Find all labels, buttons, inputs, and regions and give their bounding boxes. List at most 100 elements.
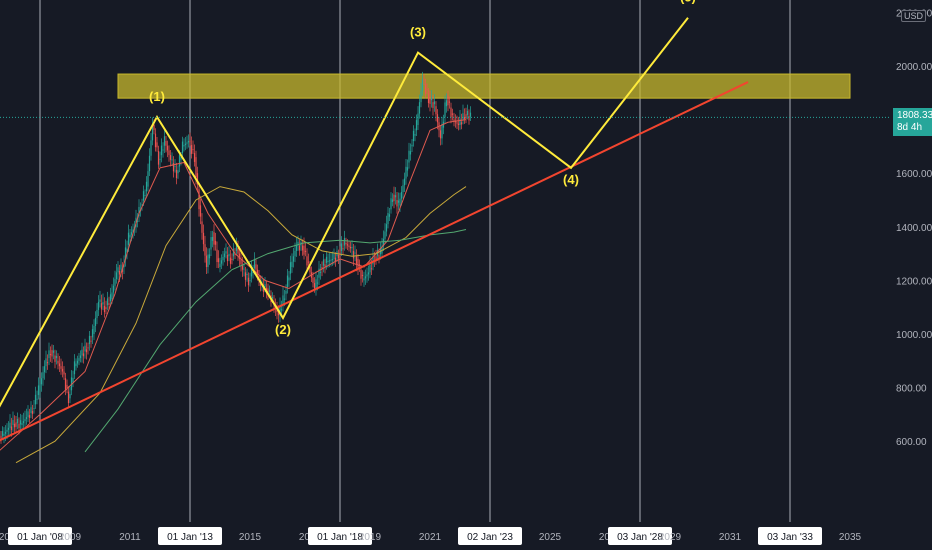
candle-body xyxy=(457,123,460,125)
candle-body xyxy=(427,93,430,103)
candle-body xyxy=(447,95,449,106)
candle-body xyxy=(64,378,67,390)
candle-body xyxy=(436,114,439,123)
wave-label: (4) xyxy=(563,172,579,187)
candle-body xyxy=(445,100,448,107)
candle-body xyxy=(3,433,5,436)
candle-body xyxy=(357,258,359,269)
candle-body xyxy=(115,272,118,280)
candle-body xyxy=(88,335,91,345)
candle-body xyxy=(241,264,244,270)
candle-body xyxy=(130,232,133,235)
price-tick: 1600.00 xyxy=(896,169,932,180)
candle-body xyxy=(192,149,194,151)
candle-body xyxy=(364,276,367,279)
elliott-wave-path[interactable] xyxy=(0,17,689,409)
price-axis[interactable]: 600.00 800.00 1000.00 1200.00 1400.00 1600.00… xyxy=(890,0,932,550)
candle-body xyxy=(168,150,170,156)
resistance-zone-box[interactable] xyxy=(117,73,851,99)
candle-body xyxy=(154,133,157,148)
candle-body xyxy=(141,204,143,206)
time-tick: 2021 xyxy=(419,532,442,543)
candle-body xyxy=(267,288,269,296)
price-tick: 1400.00 xyxy=(896,223,932,234)
candle-body xyxy=(232,248,235,257)
candle-body xyxy=(295,245,298,251)
price-candles xyxy=(0,71,472,444)
support-trendline[interactable] xyxy=(0,81,749,442)
time-tick: 2019 xyxy=(359,532,382,543)
candle-body xyxy=(348,245,350,247)
candle-body xyxy=(4,431,7,434)
candle-body xyxy=(391,199,394,203)
candle-body xyxy=(21,423,23,426)
candle-body xyxy=(36,398,38,400)
candle-body xyxy=(378,254,380,259)
candle-body xyxy=(76,360,79,364)
candle-body xyxy=(468,115,470,121)
candle-body xyxy=(465,114,467,119)
candle-body xyxy=(117,267,119,273)
trendline[interactable] xyxy=(0,81,749,442)
candle-body xyxy=(268,290,271,292)
candle-body xyxy=(102,302,104,305)
candle-body xyxy=(12,420,14,426)
candle-body xyxy=(181,141,184,154)
candle-body xyxy=(355,256,358,264)
candle-body xyxy=(30,407,32,414)
candle-body xyxy=(235,243,238,251)
candle-body xyxy=(432,102,434,108)
resistance-zone[interactable] xyxy=(117,73,851,99)
candle-body xyxy=(462,113,464,120)
candle-body xyxy=(217,258,220,263)
candle-body xyxy=(433,101,436,105)
time-marker-box xyxy=(8,527,72,545)
candle-body xyxy=(441,123,443,139)
candle-body xyxy=(252,272,254,274)
wave-polyline[interactable] xyxy=(0,17,689,409)
candle-body xyxy=(34,394,37,405)
currency-label[interactable]: USD xyxy=(900,10,926,22)
candle-body xyxy=(151,124,154,141)
candle-body xyxy=(180,156,182,160)
candle-body xyxy=(132,229,134,233)
candle-body xyxy=(100,303,103,310)
candle-body xyxy=(223,253,226,257)
candle-body xyxy=(463,116,466,120)
candle-body xyxy=(298,245,301,251)
candle-body xyxy=(105,307,107,309)
candle-body xyxy=(103,305,106,313)
time-tick: 2031 xyxy=(719,532,742,543)
candle-body xyxy=(87,347,89,349)
candle-body xyxy=(358,264,361,266)
candle-body xyxy=(256,269,259,276)
candle-body xyxy=(24,419,26,422)
candle-body xyxy=(144,195,146,197)
candle-body xyxy=(199,205,202,217)
candle-body xyxy=(114,279,116,286)
candle-body xyxy=(360,269,362,279)
time-tick: 2025 xyxy=(539,532,562,543)
candle-body xyxy=(285,290,287,294)
candle-body xyxy=(387,212,389,225)
candle-body xyxy=(49,354,52,356)
price-tick: 1000.00 xyxy=(896,330,932,341)
candle-body xyxy=(138,206,140,217)
candle-body xyxy=(327,260,329,262)
candle-body xyxy=(352,250,355,259)
time-marker-label: 01 Jan '13 xyxy=(167,532,213,543)
candle-body xyxy=(91,329,94,338)
candle-body xyxy=(370,268,373,270)
candle-body xyxy=(330,259,332,261)
candle-body xyxy=(9,422,11,428)
candle-body xyxy=(175,169,178,179)
candle-body xyxy=(325,256,328,263)
candle-body xyxy=(421,79,424,91)
candle-body xyxy=(423,79,425,81)
candle-body xyxy=(15,422,17,427)
candle-body xyxy=(96,309,98,318)
candle-body xyxy=(78,358,80,361)
candle-body xyxy=(171,159,173,161)
